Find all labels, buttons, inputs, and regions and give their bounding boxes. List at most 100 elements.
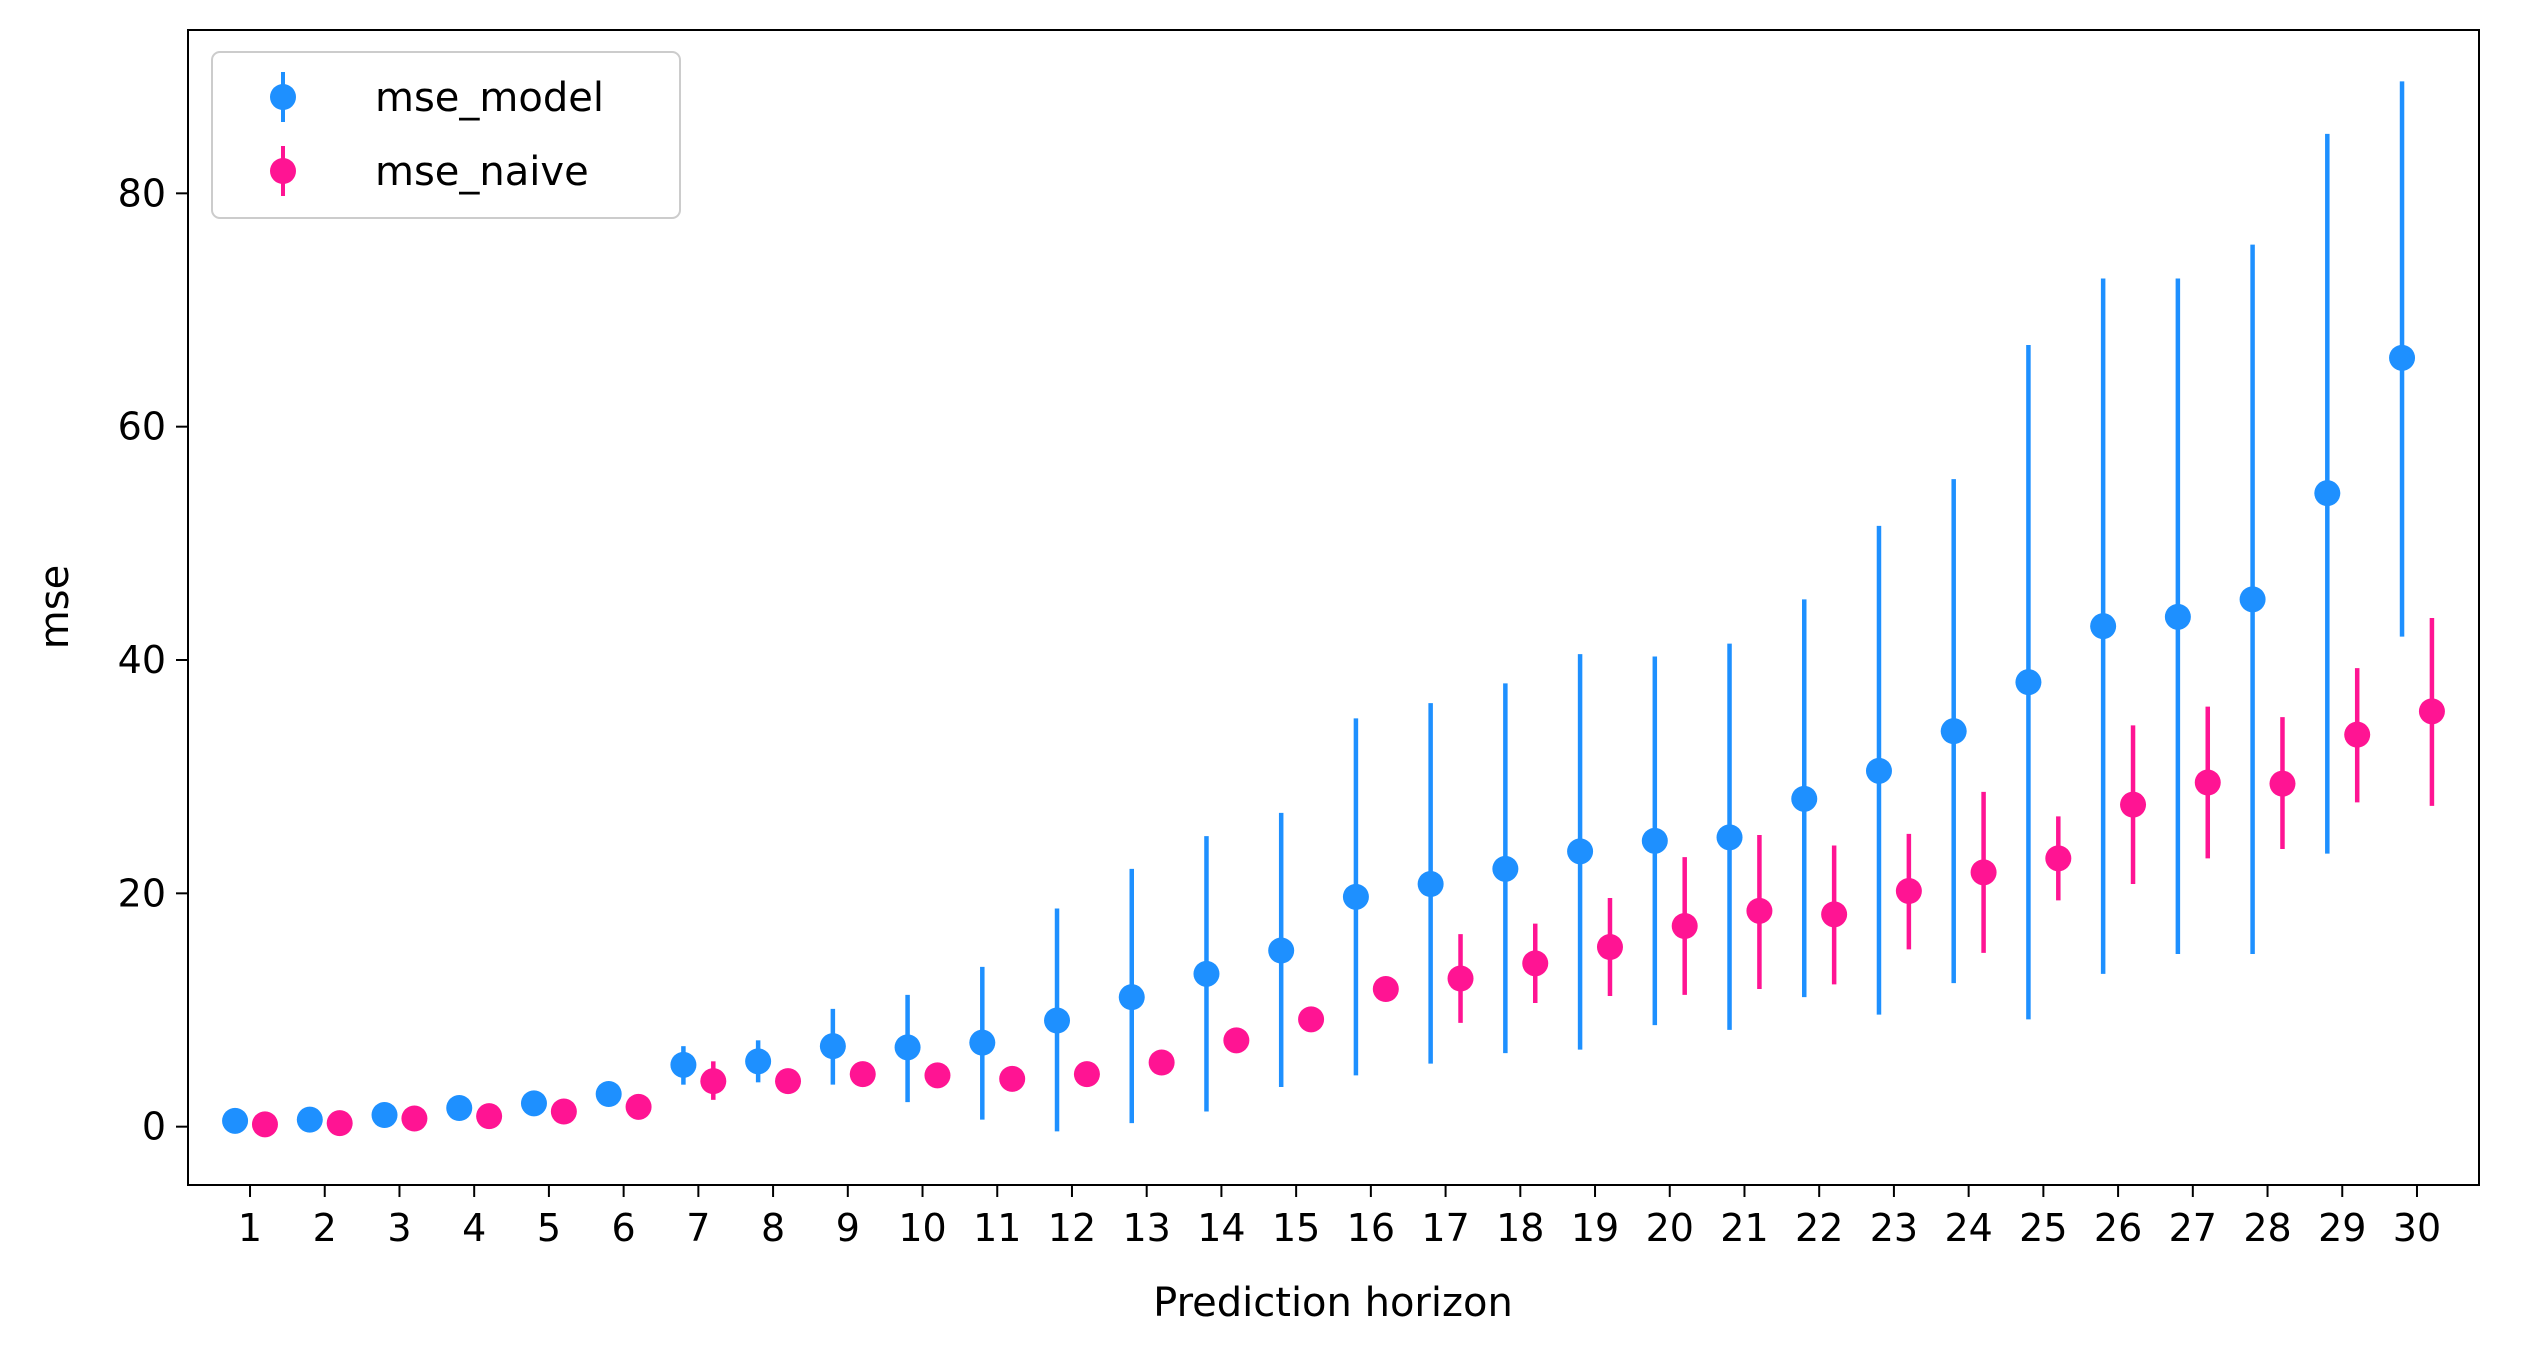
series-mse_model xyxy=(222,81,2416,1134)
x-tick-label: 8 xyxy=(761,1206,785,1250)
y-tick-label: 60 xyxy=(118,405,166,449)
data-point xyxy=(775,1068,802,1095)
x-tick-label: 25 xyxy=(2019,1206,2067,1250)
data-point xyxy=(819,1033,846,1060)
data-point xyxy=(894,1034,921,1061)
x-tick-label: 26 xyxy=(2094,1206,2142,1250)
data-point xyxy=(1118,984,1145,1011)
legend-label: mse_model xyxy=(375,75,604,121)
data-point xyxy=(1148,1049,1175,1076)
data-point xyxy=(222,1107,249,1134)
x-tick-label: 7 xyxy=(686,1206,710,1250)
x-tick-label: 16 xyxy=(1347,1206,1395,1250)
data-point xyxy=(924,1062,951,1089)
legend-label: mse_naive xyxy=(375,149,589,195)
data-point xyxy=(1223,1027,1250,1054)
legend-box xyxy=(211,51,681,219)
x-tick-label: 18 xyxy=(1496,1206,1544,1250)
y-tick-label: 40 xyxy=(118,638,166,682)
y-tick-label: 20 xyxy=(118,871,166,915)
data-point xyxy=(1447,965,1474,992)
data-point xyxy=(969,1029,996,1056)
data-point xyxy=(2194,769,2221,796)
data-point xyxy=(476,1103,503,1130)
data-point xyxy=(1193,960,1220,987)
data-point xyxy=(2120,791,2147,818)
data-point xyxy=(1791,785,1818,812)
x-tick-label: 9 xyxy=(836,1206,860,1250)
data-point xyxy=(1298,1006,1325,1033)
x-tick-label: 2 xyxy=(313,1206,337,1250)
data-point xyxy=(401,1105,428,1132)
x-tick-label: 6 xyxy=(612,1206,636,1250)
data-point xyxy=(1821,901,1848,928)
x-tick-label: 5 xyxy=(537,1206,561,1250)
x-axis-label: Prediction horizon xyxy=(1153,1280,1513,1326)
legend-marker xyxy=(270,84,296,110)
x-tick-label: 13 xyxy=(1123,1206,1171,1250)
x-tick-label: 23 xyxy=(1870,1206,1918,1250)
data-point xyxy=(1940,718,1967,745)
data-point xyxy=(1073,1061,1100,1088)
x-tick-label: 22 xyxy=(1795,1206,1843,1250)
x-tick-label: 27 xyxy=(2169,1206,2217,1250)
data-point xyxy=(1567,838,1594,865)
x-tick-label: 4 xyxy=(462,1206,486,1250)
x-tick-label: 12 xyxy=(1048,1206,1096,1250)
data-point xyxy=(2090,613,2117,640)
data-point xyxy=(326,1110,353,1137)
data-point xyxy=(1044,1007,1071,1034)
x-tick-label: 21 xyxy=(1720,1206,1768,1250)
data-point xyxy=(1372,976,1399,1002)
x-tick-label: 15 xyxy=(1272,1206,1320,1250)
x-tick-label: 17 xyxy=(1421,1206,1469,1250)
data-point xyxy=(1268,937,1295,964)
data-point xyxy=(2344,721,2371,748)
x-tick-label: 3 xyxy=(387,1206,411,1250)
data-point xyxy=(1417,871,1444,897)
data-point xyxy=(1641,827,1668,854)
x-tick-label: 29 xyxy=(2318,1206,2366,1250)
data-point xyxy=(2269,770,2296,797)
data-point xyxy=(1596,934,1623,960)
x-tick-label: 30 xyxy=(2393,1206,2441,1250)
x-tick-label: 11 xyxy=(973,1206,1021,1250)
data-point xyxy=(625,1093,652,1120)
data-point xyxy=(1671,913,1698,939)
data-point xyxy=(520,1090,547,1117)
data-point xyxy=(251,1111,278,1138)
data-point xyxy=(595,1081,622,1107)
data-point xyxy=(2015,669,2042,696)
data-point xyxy=(2389,344,2416,371)
data-point xyxy=(1865,757,1892,784)
x-tick-label: 28 xyxy=(2243,1206,2291,1250)
data-point xyxy=(1746,897,1773,924)
x-tick-label: 10 xyxy=(898,1206,946,1250)
data-point xyxy=(2045,845,2072,872)
x-tick-label: 1 xyxy=(238,1206,262,1250)
y-tick-label: 0 xyxy=(142,1105,166,1149)
x-tick-label: 24 xyxy=(1944,1206,1992,1250)
data-point xyxy=(446,1095,473,1121)
data-point xyxy=(1970,859,1997,886)
data-point xyxy=(2239,586,2266,613)
x-tick-label: 20 xyxy=(1646,1206,1694,1250)
legend-item-mse-naive: mse_naive xyxy=(270,146,589,196)
data-point xyxy=(2164,603,2191,630)
data-point xyxy=(849,1061,876,1088)
data-point xyxy=(1522,950,1549,977)
legend-item-mse-model: mse_model xyxy=(270,72,604,122)
data-point xyxy=(1492,855,1519,882)
legend: mse_model mse_naive xyxy=(211,51,681,219)
data-point xyxy=(1895,878,1922,904)
data-point xyxy=(371,1102,398,1128)
data-point xyxy=(2314,480,2341,507)
plot-frame xyxy=(187,29,2480,1186)
data-point xyxy=(296,1106,323,1133)
data-point xyxy=(745,1048,772,1075)
x-tick-label: 19 xyxy=(1571,1206,1619,1250)
data-point xyxy=(670,1051,697,1078)
y-axis: 0 20 40 60 80 xyxy=(118,171,188,1149)
